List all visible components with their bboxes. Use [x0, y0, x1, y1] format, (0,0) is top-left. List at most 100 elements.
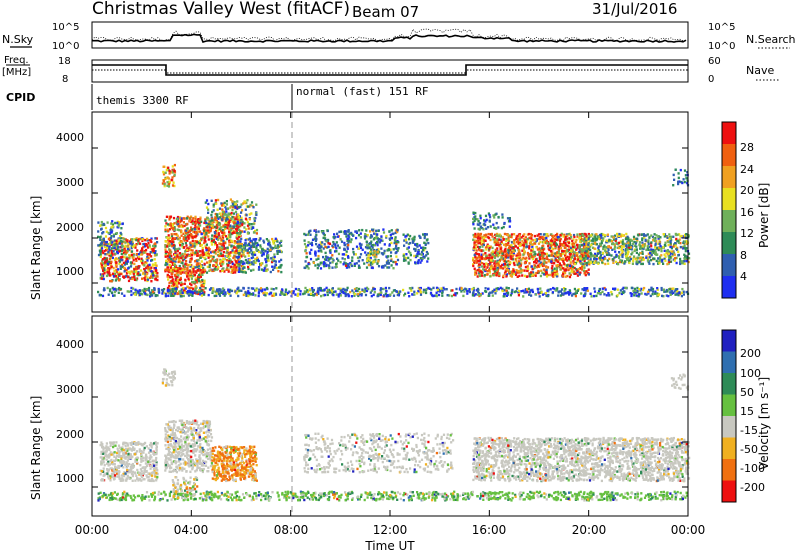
range-cell: [225, 251, 228, 254]
range-cell: [224, 235, 227, 238]
range-cell: [614, 234, 617, 237]
range-cell: [112, 266, 115, 270]
range-cell: [222, 232, 225, 235]
range-cell: [551, 269, 554, 273]
range-cell: [171, 223, 174, 226]
range-cell: [110, 247, 113, 250]
range-cell: [202, 288, 205, 292]
range-cell: [210, 243, 213, 246]
range-cell: [327, 264, 331, 267]
range-cell: [544, 238, 547, 242]
range-cell: [189, 265, 192, 268]
range-cell: [254, 242, 257, 245]
range-cell: [388, 244, 391, 247]
range-cell: [535, 261, 538, 265]
range-cell: [165, 240, 168, 243]
range-cell: [255, 213, 258, 216]
range-cell: [310, 242, 313, 245]
range-cell: [128, 254, 131, 258]
range-cell: [251, 251, 254, 254]
range-cell: [603, 255, 606, 258]
range-cell: [413, 254, 416, 258]
range-cell: [509, 235, 513, 238]
range-cell: [496, 269, 499, 273]
range-cell: [125, 251, 128, 254]
range-cell: [672, 173, 675, 177]
range-cell: [645, 256, 648, 259]
range-cell: [627, 256, 630, 260]
range-cell: [508, 270, 511, 274]
range-cell: [166, 176, 169, 179]
range-cell: [332, 242, 335, 246]
range-cell: [169, 240, 172, 243]
range-cell: [167, 237, 170, 241]
range-cell: [545, 261, 548, 264]
range-cell: [613, 256, 616, 259]
range-cell: [676, 233, 679, 236]
range-cell: [276, 240, 279, 243]
range-cell: [390, 229, 393, 232]
range-cell: [226, 248, 229, 251]
range-cell: [222, 242, 225, 245]
range-cell: [344, 264, 348, 267]
range-cell: [256, 242, 259, 245]
range-cell: [274, 244, 277, 247]
range-cell: [419, 261, 422, 264]
range-cell: [239, 261, 242, 264]
range-cell: [396, 249, 399, 252]
range-cell: [225, 259, 229, 262]
range-cell: [335, 265, 338, 268]
range-cell: [194, 222, 198, 225]
range-cell: [666, 262, 669, 266]
range-cell: [228, 259, 231, 263]
range-cell: [499, 238, 502, 241]
range-cell: [202, 253, 205, 256]
range-cell: [194, 224, 197, 227]
range-cell: [318, 243, 321, 247]
range-cell: [233, 258, 236, 261]
range-cell: [251, 204, 254, 208]
range-cell: [540, 251, 543, 255]
range-cell: [117, 246, 120, 249]
range-cell: [369, 263, 372, 266]
range-cell: [380, 252, 383, 255]
range-cell: [231, 220, 234, 223]
range-cell: [119, 249, 122, 252]
range-cell: [643, 243, 646, 246]
range-cell: [213, 267, 216, 270]
range-cell: [252, 226, 255, 229]
range-cell: [363, 237, 367, 240]
range-cell: [638, 241, 642, 244]
range-cell: [195, 279, 198, 282]
range-cell: [176, 253, 179, 256]
range-cell: [201, 255, 204, 258]
range-cell: [210, 219, 213, 222]
range-cell: [583, 240, 586, 244]
range-cell: [100, 242, 103, 245]
range-cell: [199, 224, 202, 227]
range-cell: [221, 263, 224, 266]
range-cell: [192, 217, 195, 220]
range-cell: [474, 256, 477, 259]
range-cell: [395, 229, 398, 232]
range-cell: [488, 263, 491, 266]
range-cell: [533, 264, 536, 267]
range-cell: [304, 249, 307, 253]
range-cell: [121, 263, 124, 267]
range-cell: [186, 275, 189, 278]
range-cell: [478, 268, 481, 271]
range-cell: [635, 251, 638, 254]
range-cell: [654, 251, 657, 254]
range-cell: [687, 252, 691, 255]
range-cell: [553, 262, 556, 265]
range-cell: [569, 258, 573, 261]
range-cell: [562, 271, 565, 274]
range-cell: [178, 228, 181, 232]
range-cell: [374, 237, 377, 240]
range-cell: [579, 254, 582, 258]
range-cell: [213, 236, 216, 239]
range-cell: [407, 242, 410, 246]
range-cell: [317, 257, 320, 260]
range-cell: [194, 240, 197, 243]
range-cell: [181, 271, 184, 274]
